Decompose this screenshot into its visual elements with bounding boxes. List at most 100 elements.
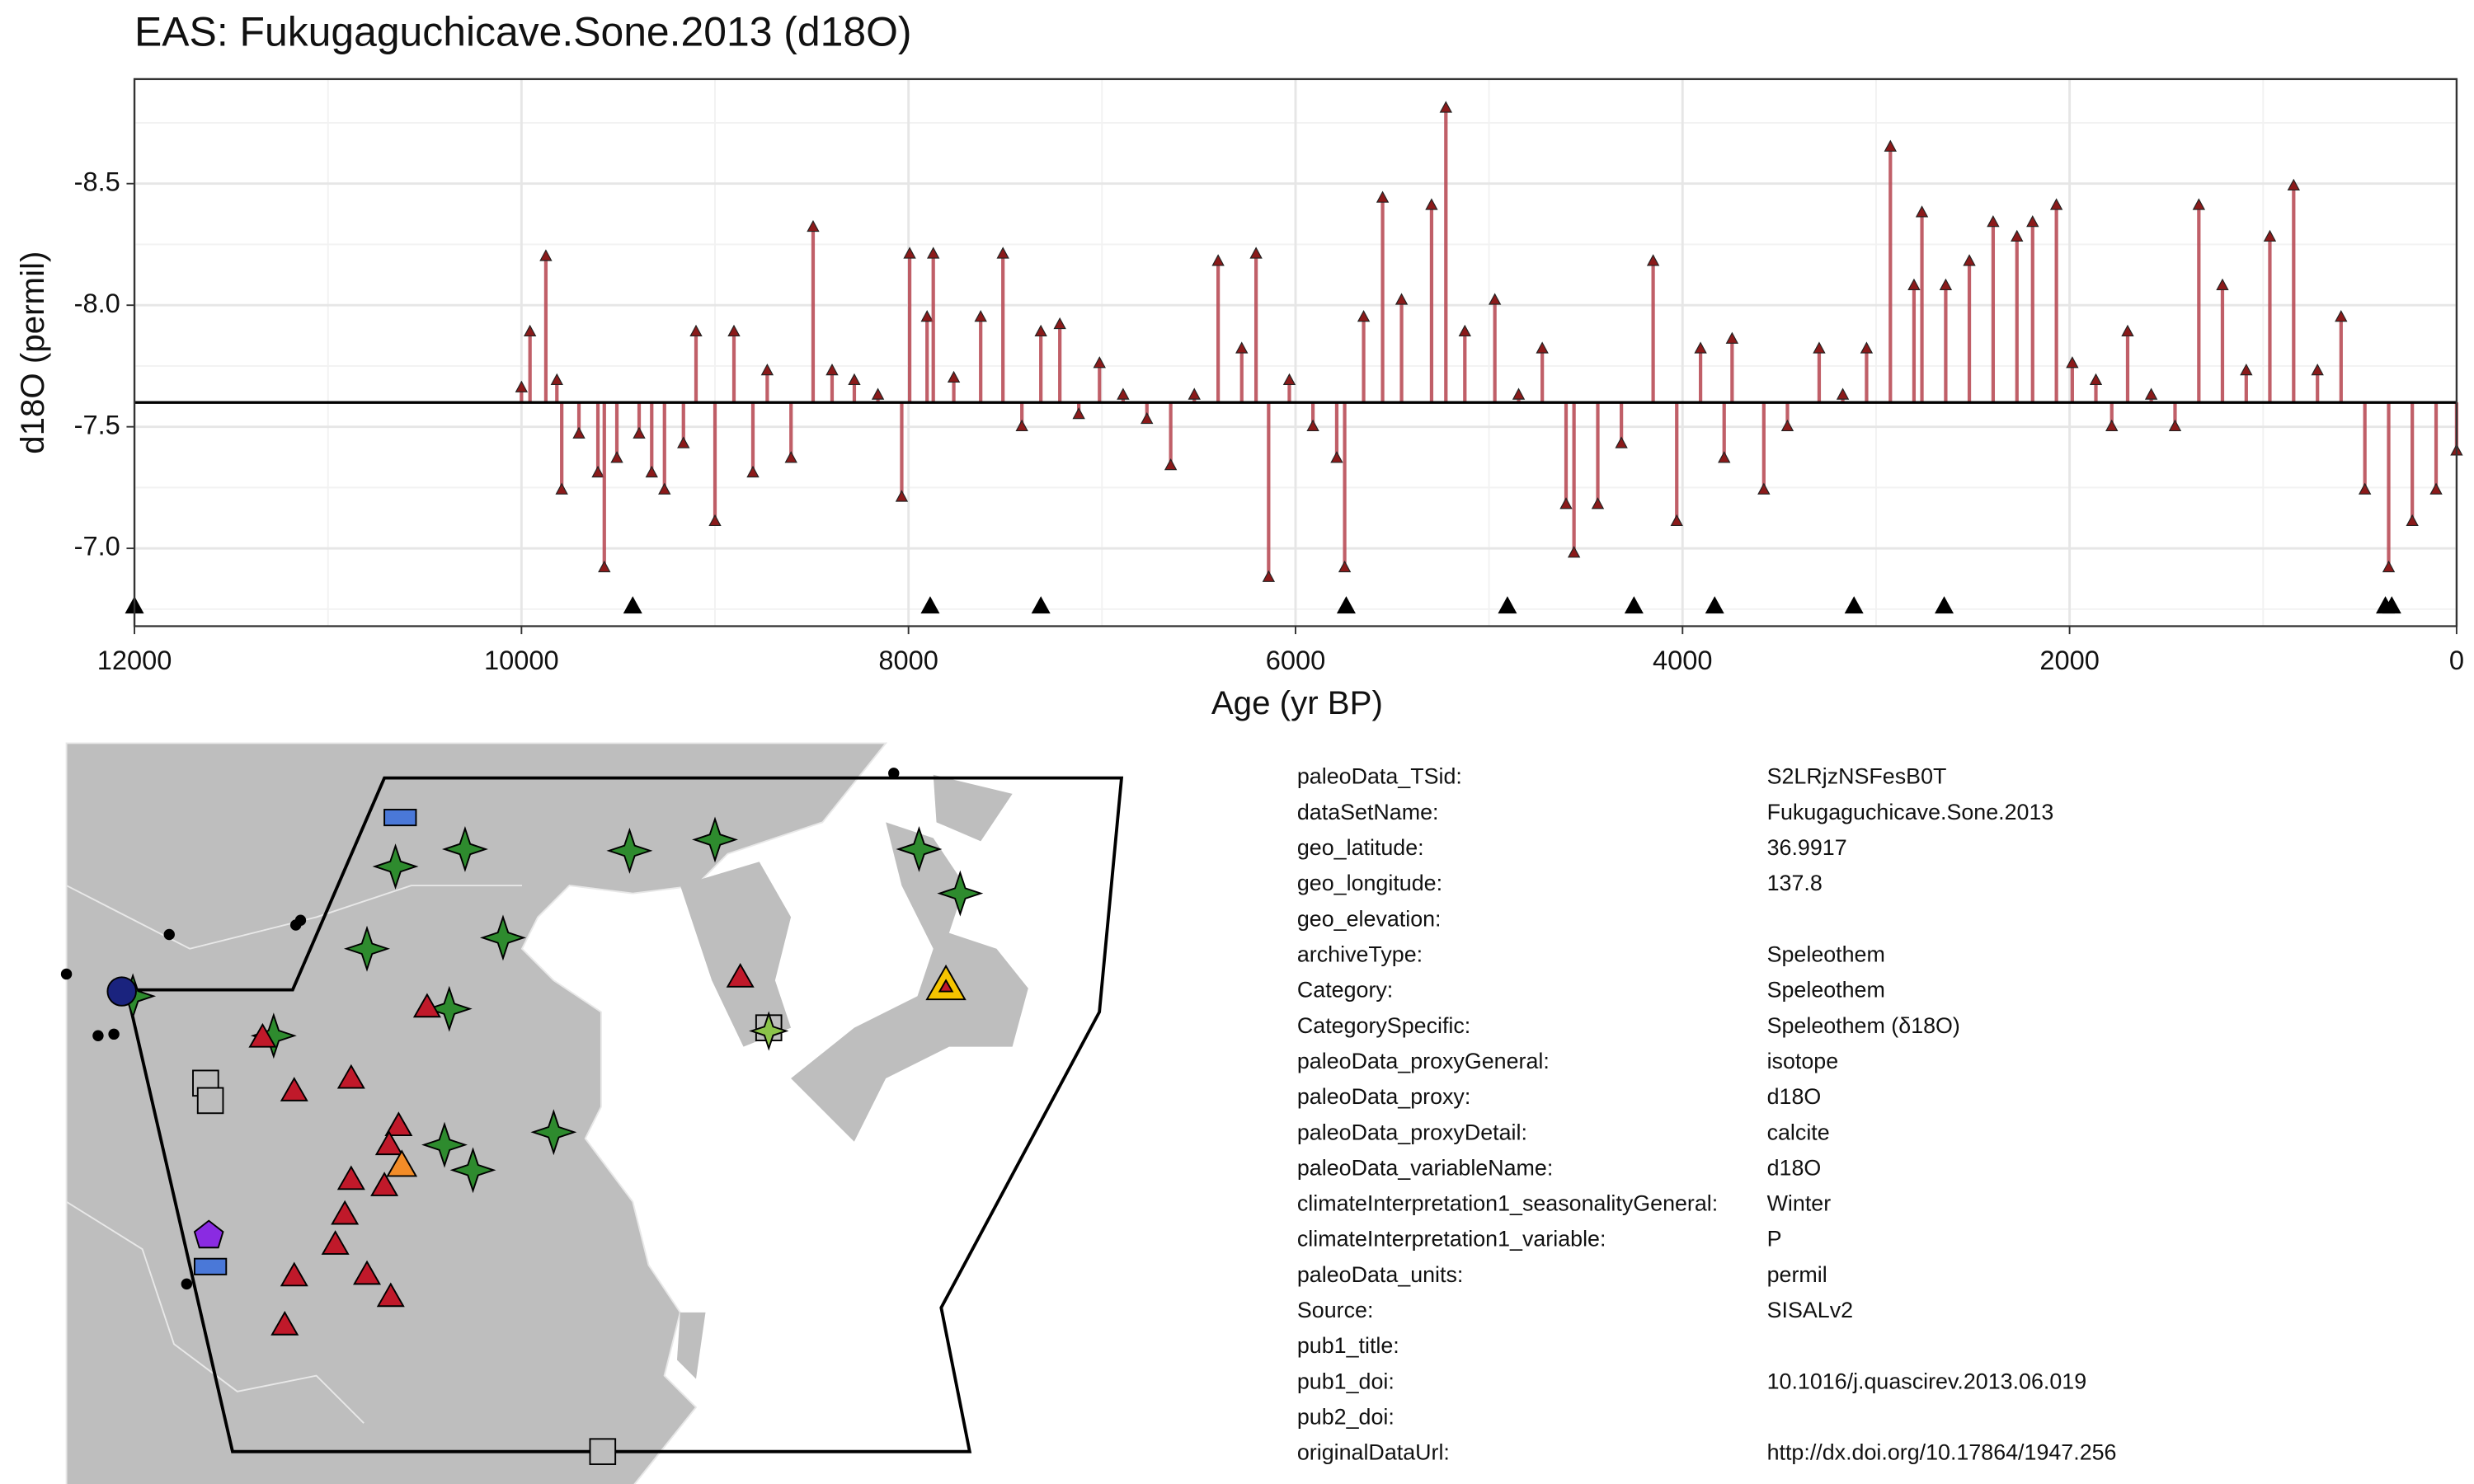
point-marker xyxy=(2382,560,2396,573)
y-axis-label: d18O (permil) xyxy=(14,251,51,454)
metadata-key: climateInterpretation1_seasonalityGenera… xyxy=(1297,1191,1718,1216)
site-dot xyxy=(294,914,307,926)
point-marker xyxy=(920,310,934,322)
metadata-value: 36.9917 xyxy=(1767,835,1847,860)
site-star xyxy=(426,985,473,1032)
plot-border xyxy=(133,77,2458,627)
point-marker xyxy=(974,310,987,322)
point-marker xyxy=(1567,546,1581,558)
site-triangle xyxy=(321,1230,350,1255)
point-marker xyxy=(1458,324,1471,337)
point-marker xyxy=(1780,419,1794,432)
point-marker xyxy=(645,465,658,478)
point-marker xyxy=(515,380,529,392)
point-marker xyxy=(2011,229,2024,242)
point-marker xyxy=(2311,363,2324,376)
site-star xyxy=(480,914,526,961)
point-marker xyxy=(947,370,961,383)
site-triangle xyxy=(280,1077,308,1101)
point-marker xyxy=(1591,497,1605,510)
point-marker xyxy=(1939,278,1953,290)
point-marker xyxy=(825,363,839,376)
point-marker xyxy=(555,482,568,495)
map xyxy=(60,742,1218,1484)
site-rect xyxy=(383,809,417,827)
y-tick-label: -8.5 xyxy=(74,166,120,196)
chron-marker xyxy=(1705,596,1724,614)
point-marker xyxy=(1188,387,1201,400)
point-marker xyxy=(1425,198,1438,210)
point-marker xyxy=(2429,482,2443,495)
chron-marker xyxy=(2382,596,2401,614)
point-marker xyxy=(895,490,909,502)
metadata-value: permil xyxy=(1767,1262,1827,1287)
chart-title: EAS: Fukugaguchicave.Sone.2013 (d18O) xyxy=(134,8,911,54)
site-triangle xyxy=(374,1130,403,1156)
point-marker xyxy=(2144,387,2158,400)
metadata-key: dataSetName: xyxy=(1297,800,1439,824)
metadata-value: http://dx.doi.org/10.17864/1947.256 xyxy=(1767,1440,2117,1465)
site-triangle xyxy=(248,1022,277,1048)
point-marker xyxy=(2263,229,2277,242)
metadata-key: geo_longitude: xyxy=(1297,871,1442,895)
point-marker xyxy=(2287,178,2301,191)
metadata-key: pub2_doi: xyxy=(1297,1404,1395,1429)
point-marker xyxy=(2089,373,2103,385)
metadata-value: Speleothem xyxy=(1767,978,1885,1003)
point-marker xyxy=(2049,198,2063,210)
point-marker xyxy=(1249,247,1263,259)
metadata-value: 10.1016/j.quascirev.2013.06.019 xyxy=(1767,1369,2087,1393)
metadata-key: climateInterpretation1_variable: xyxy=(1297,1227,1606,1252)
site-dot xyxy=(92,1030,104,1041)
site-dot xyxy=(181,1278,193,1290)
point-marker xyxy=(1670,514,1683,527)
metadata-value: Winter xyxy=(1767,1191,1832,1216)
x-tick-label: 4000 xyxy=(1653,645,1713,675)
point-marker xyxy=(1235,341,1249,354)
point-marker xyxy=(2358,482,2372,495)
point-marker xyxy=(1357,310,1371,322)
site-triangle xyxy=(270,1310,299,1336)
x-tick-label: 8000 xyxy=(878,645,938,675)
point-marker xyxy=(633,426,646,439)
point-marker xyxy=(1072,407,1085,420)
metadata-key: paleoData_TSid: xyxy=(1297,764,1462,789)
metadata-key: paleoData_proxyGeneral: xyxy=(1297,1049,1550,1073)
site-triangle xyxy=(386,1149,418,1177)
korea xyxy=(680,862,792,1047)
point-marker xyxy=(848,373,861,385)
chron-marker xyxy=(1624,596,1644,614)
chron-marker xyxy=(1031,596,1051,614)
x-tick-label: 12000 xyxy=(97,645,172,675)
point-marker xyxy=(2121,324,2134,337)
point-marker xyxy=(2240,363,2253,376)
site-star xyxy=(344,925,390,972)
site-square xyxy=(589,1438,617,1465)
site-circle xyxy=(106,976,137,1007)
x-tick-label: 6000 xyxy=(1266,645,1326,675)
site-star xyxy=(530,1109,577,1156)
hokkaido xyxy=(933,774,1013,842)
metadata-value: Speleothem xyxy=(1767,942,1885,966)
site-dot xyxy=(108,1028,120,1040)
y-tick-label: -7.0 xyxy=(74,531,120,561)
point-marker xyxy=(1813,341,1826,354)
point-marker xyxy=(807,219,820,232)
point-marker xyxy=(1725,331,1739,344)
chron-marker xyxy=(1336,596,1356,614)
site-dot xyxy=(888,768,900,779)
metadata-value: Fukugaguchicave.Sone.2013 xyxy=(1767,800,2054,824)
metadata-key: originalDataUrl: xyxy=(1297,1440,1450,1465)
point-marker xyxy=(1860,341,1874,354)
point-marker xyxy=(572,426,586,439)
site-dot xyxy=(60,968,73,980)
chron-marker xyxy=(920,596,940,614)
point-marker xyxy=(1836,387,1850,400)
point-marker xyxy=(1963,254,1976,266)
point-marker xyxy=(871,387,885,400)
x-axis-label: Age (yr BP) xyxy=(1211,684,1383,721)
japan xyxy=(791,822,1028,1142)
metadata-key: paleoData_units: xyxy=(1297,1262,1463,1287)
metadata-key: paleoData_variableName: xyxy=(1297,1155,1553,1180)
